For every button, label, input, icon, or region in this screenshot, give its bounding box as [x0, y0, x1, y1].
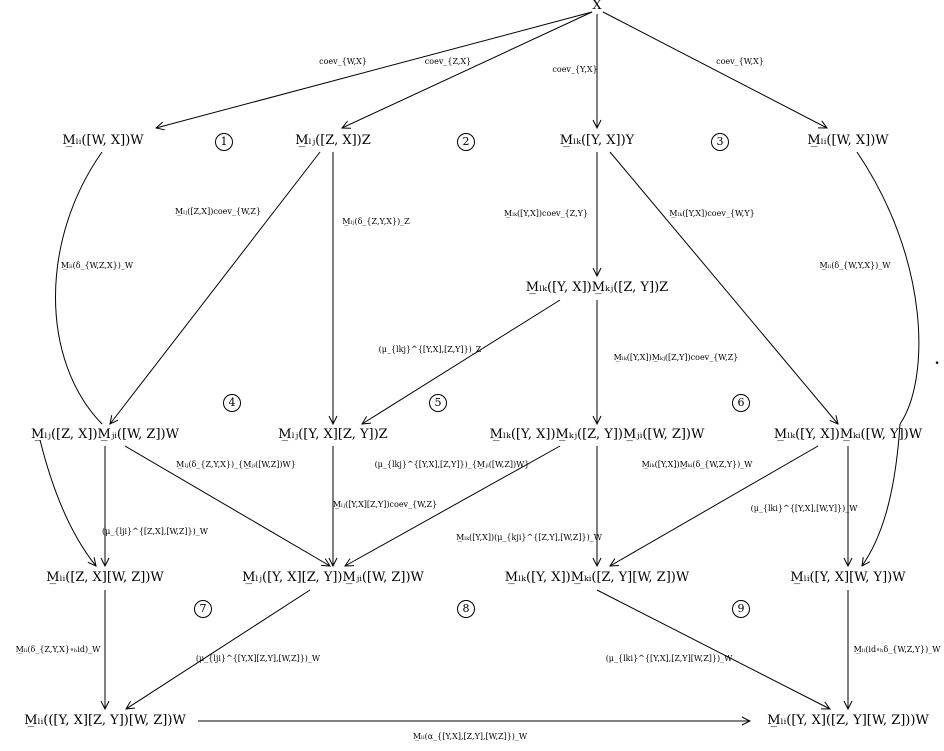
- label-m-li-delta-oh-id: M̲ₗᵢ(δ_{Z,Y,X}∘ₕid)_W: [15, 645, 101, 654]
- node-m-lk-yx-y: M̲ₗₖ([Y, X])Y: [559, 133, 635, 148]
- label-m-li-delta-wzx-w: M̲ₗᵢ(δ_{W,Z,X})_W: [60, 261, 134, 270]
- region-marker-6: 6: [732, 394, 750, 412]
- arrow-m-lj-zx-to-m-lj-zx-m-ji: [110, 151, 321, 424]
- label-coev-wx-right: coev_{W,X}: [716, 57, 764, 66]
- label-m-lk-yx-coev-zy: M̲ₗₖ([Y,X])coev_{Z,Y}: [504, 209, 588, 218]
- region-marker-4: 4: [223, 394, 241, 412]
- trailing-period: .: [934, 352, 940, 368]
- arrow-x-to-m-li-wx-left: [156, 11, 593, 128]
- node-m-li-yx-zy-wz-w-paren: M̲ₗᵢ([Y, X]([Z, Y][W, Z]))W: [767, 713, 929, 728]
- arrow-m-lk-m-kj-z-to-m-lj-yxzy: [362, 299, 561, 424]
- label-m-lk-yx-coev-wy: M̲ₗₖ([Y,X])coev_{W,Y}: [669, 209, 755, 218]
- label-m-li-id-oh-delta: M̲ₗᵢ(id∘ₕδ_{W,Z,Y})_W: [853, 645, 941, 654]
- label-coev-yx: coev_{Y,X}: [552, 65, 598, 74]
- label-mu-lki-yx-wy: (μ_{lki}^{[Y,X],[W,Y]})_W: [750, 504, 858, 513]
- node-m-li-zx-wz-w: M̲ₗᵢ([Z, X][W, Z])W: [46, 570, 164, 585]
- arrow-m-li-wx-left-curve-end: [39, 439, 96, 566]
- region-marker-3: 3: [711, 133, 729, 151]
- node-m-lk-yx-m-ki-wy-w: M̲ₗₖ([Y, X])M̲ₖᵢ([W, Y])W: [773, 427, 923, 442]
- arrow-m-lk-m-kj-m-ji-to-m-lj-yxzy-m-ji: [345, 445, 561, 566]
- region-marker-2: 2: [457, 133, 475, 151]
- label-m-lj-delta-zyx-z: M̲ₗⱼ(δ_{Z,Y,X})_Z: [342, 217, 410, 226]
- node-x: X: [592, 0, 602, 13]
- arrow-m-lj-yxzy-m-ji-to-bottom-left: [126, 589, 311, 709]
- region-marker-8: 8: [457, 600, 475, 618]
- arrow-m-li-wx-right-curve-end: [862, 423, 901, 566]
- node-m-lj-zx-z: M̲ₗⱼ([Z, X])Z: [295, 133, 371, 148]
- label-mu-lkj-m-ji: (μ_{lkj}^{[Y,X],[Z,Y]})_{M̲ⱼᵢ([W,Z])W}: [374, 460, 530, 469]
- node-m-lk-yx-m-kj-zy-m-ji-wz-w: M̲ₗₖ([Y, X])M̲ₖⱼ([Z, Y])M̲ⱼᵢ([W, Z])W: [489, 427, 705, 442]
- arrow-x-to-m-lj-zx: [342, 11, 593, 128]
- node-m-lj-yx-zy-m-ji-wz-w: M̲ₗⱼ([Y, X][Z, Y])M̲ⱼᵢ([W, Z])W: [242, 570, 424, 585]
- node-m-li-wx-w-left: M̲ₗᵢ([W, X])W: [62, 133, 144, 148]
- arrow-m-li-wx-right-curve: [856, 151, 920, 425]
- arrow-m-lk-yx-to-m-lk-m-ki: [609, 151, 838, 424]
- arrow-m-lk-m-ki-zywz-to-bottom-right: [596, 589, 830, 709]
- node-m-li-wx-w-right: M̲ₗᵢ([W, X])W: [807, 133, 889, 148]
- label-mu-lji-zx-wz: (μ_{lji}^{[Z,X],[W,Z]})_W: [102, 527, 208, 536]
- label-m-lk-m-ki-delta: M̲ₗₖ([Y,X])M̲ₖᵢ(δ_{W,Z,Y})_W: [641, 460, 753, 469]
- node-m-lk-yx-m-ki-zy-wz-w: M̲ₗₖ([Y, X])M̲ₖᵢ([Z, Y][W, Z])W: [504, 570, 690, 585]
- node-m-li-yx-wy-w: M̲ₗᵢ([Y, X][W, Y])W: [790, 570, 906, 585]
- arrow-m-lk-m-ki-wy-to-m-lk-m-ki-zywz: [610, 445, 819, 566]
- arrow-m-lj-zx-m-ji-to-m-lj-yxzy-m-ji: [124, 445, 330, 566]
- label-coev-wx-left: coev_{W,X}: [319, 57, 367, 66]
- region-marker-5: 5: [429, 394, 447, 412]
- label-m-li-alpha: M̲ₗᵢ(α_{[Y,X],[Z,Y],[W,Z]})_W: [412, 732, 528, 741]
- label-m-li-delta-wyx-w: M̲ₗᵢ(δ_{W,Y,X})_W: [819, 261, 891, 270]
- label-m-lk-m-kj-coev-wz: M̲ₗₖ([Y,X])M̲ₖⱼ([Z,Y])coev_{W,Z}: [613, 353, 739, 362]
- label-m-lj-delta-m-ji: M̲ₗⱼ(δ_{Z,Y,X})_{M̲ⱼᵢ([W,Z])W}: [176, 460, 296, 469]
- label-m-lj-yxzy-coev-wz: M̲ₗⱼ([Y,X][Z,Y])coev_{W,Z}: [332, 500, 438, 509]
- label-m-lk-mu-kji: M̲ₗₖ([Y,X])(μ_{kji}^{[Z,Y],[W,Z]})_W: [456, 533, 602, 542]
- arrow-m-li-wx-left-curve: [55, 151, 103, 425]
- label-m-lj-zx-coev-wz: M̲ₗⱼ([Z,X])coev_{W,Z}: [174, 207, 262, 216]
- region-marker-1: 1: [215, 133, 233, 151]
- label-mu-lkj-z: (μ_{lkj}^{[Y,X],[Z,Y]})_Z: [378, 345, 482, 354]
- label-mu-lji-yxzy-wz: (μ_{lji}^{[Y,X][Z,Y],[W,Z]})_W: [195, 654, 321, 663]
- region-marker-9: 9: [732, 600, 750, 618]
- node-m-lj-zx-m-ji-wz-w: M̲ₗⱼ([Z, X])M̲ⱼᵢ([W, Z])W: [31, 427, 179, 442]
- label-mu-lki-yx-zywz: (μ_{lki}^{[Y,X],[Z,Y][W,Z]})_W: [605, 654, 733, 663]
- label-coev-zx: coev_{Z,X}: [424, 57, 472, 66]
- node-m-lj-yx-zy-z: M̲ₗⱼ([Y, X][Z, Y])Z: [278, 427, 388, 442]
- node-m-lk-yx-m-kj-zy-z: M̲ₗₖ([Y, X])M̲ₖⱼ([Z, Y])Z: [525, 280, 669, 295]
- region-marker-7: 7: [194, 600, 212, 618]
- node-m-li-yx-zy-wz-w: M̲ₗᵢ(([Y, X][Z, Y])[W, Z])W: [24, 713, 186, 728]
- arrow-x-to-m-li-wx-right: [602, 11, 827, 128]
